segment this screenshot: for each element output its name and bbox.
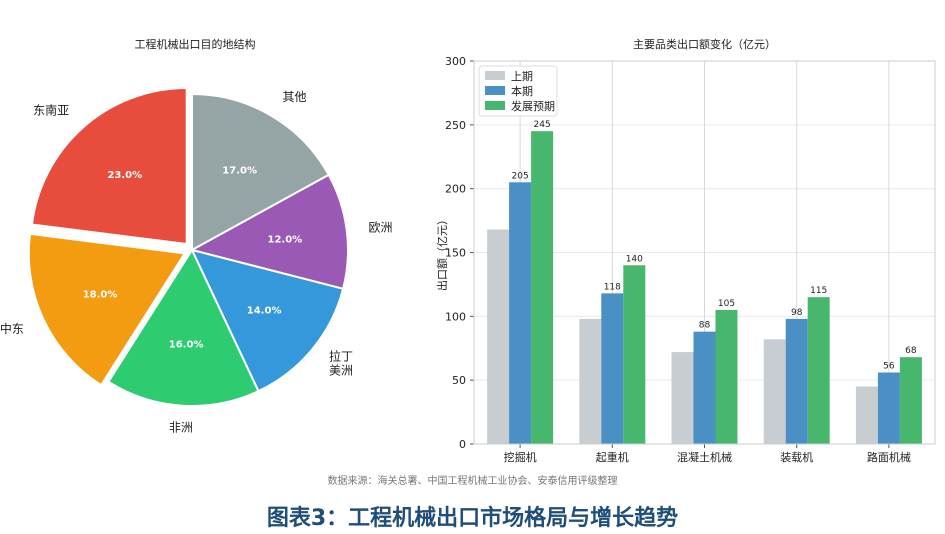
- figure-caption: 图表3：工程机械出口市场格局与增长趋势: [266, 506, 679, 531]
- bar-value-label: 245: [534, 120, 551, 130]
- pie-slice: [107, 247, 260, 407]
- legend-entry: 本期: [511, 84, 533, 98]
- bar-value-label: 56: [883, 362, 895, 372]
- pie-category-label: 东南亚: [33, 103, 69, 118]
- pie-chart: 工程机械出口目的地结构 17.0% 其他 12.0% 欧洲 14.0% 拉丁美洲 16.0% 非…: [0, 37, 392, 434]
- bar-value-label: 115: [810, 286, 827, 296]
- plot-frame: [473, 60, 936, 445]
- pie-slice: [191, 92, 331, 252]
- pie-category-label-line: 拉丁: [329, 348, 353, 363]
- y-tick-label: 100: [445, 310, 466, 323]
- y-tick-label: 300: [445, 55, 466, 68]
- bar: [531, 131, 554, 444]
- y-tick-label: 50: [452, 374, 466, 387]
- pie-category-label: 拉丁美洲: [329, 348, 353, 377]
- pie-category-label-line: 欧洲: [368, 221, 392, 235]
- y-axis-label: 出口额（亿元）: [435, 214, 449, 291]
- bar-title: 主要品类出口额变化（亿元）: [633, 37, 776, 51]
- legend-swatch: [485, 86, 505, 95]
- bar: [899, 357, 922, 444]
- bar: [807, 297, 830, 444]
- bar: [785, 318, 808, 444]
- bar-chart: 主要品类出口额变化（亿元） 0 50 100 150 200 250 300 205 245 挖掘机…: [435, 37, 936, 464]
- bar: [579, 318, 602, 444]
- bar: [487, 229, 510, 444]
- y-tick-label: 250: [445, 119, 466, 132]
- pie-category-label-line: 中东: [0, 321, 24, 336]
- x-tick-label: 混凝土机械: [677, 450, 732, 464]
- legend-swatch: [485, 71, 505, 80]
- bar: [601, 293, 624, 444]
- bar-value-label: 68: [905, 346, 917, 356]
- bar: [693, 331, 716, 444]
- pie-title: 工程机械出口目的地结构: [135, 37, 256, 51]
- pie-category-label: 非洲: [169, 420, 193, 434]
- pie-category-label: 其他: [283, 90, 307, 104]
- y-tick-label: 200: [445, 183, 466, 196]
- pie-category-label-line: 美洲: [329, 363, 353, 377]
- pie-percent-label: 18.0%: [83, 289, 118, 300]
- y-tick-label: 150: [445, 247, 466, 260]
- x-tick-label: 路面机械: [867, 450, 911, 464]
- bar: [877, 372, 900, 444]
- bar: [763, 339, 786, 444]
- pie-slice: [189, 173, 349, 291]
- bar: [715, 309, 738, 444]
- data-source-note: 数据来源：海关总署、中国工程机械工业协会、安泰信用评级整理: [327, 476, 618, 487]
- bar-value-label: 140: [626, 254, 643, 264]
- bar-value-label: 105: [718, 299, 735, 309]
- pie-category-label: 欧洲: [368, 221, 392, 235]
- pie-slice: [27, 232, 187, 387]
- legend-entry: 发展预期: [511, 99, 555, 113]
- legend-entry: 上期: [511, 70, 533, 83]
- bar: [509, 182, 532, 445]
- pie-category-label-line: 其他: [283, 90, 307, 104]
- x-tick-label: 起重机: [596, 450, 629, 464]
- pie-percent-label: 17.0%: [222, 165, 257, 176]
- bar-value-label: 205: [512, 171, 529, 181]
- pie-category-label-line: 东南亚: [33, 103, 69, 118]
- x-tick-label: 装载机: [780, 450, 813, 464]
- y-tick-label: 0: [459, 438, 466, 451]
- bar-value-label: 118: [604, 282, 621, 292]
- x-tick-label: 挖掘机: [504, 450, 537, 464]
- pie-percent-label: 16.0%: [169, 339, 204, 350]
- pie-category-label-line: 非洲: [169, 420, 193, 434]
- bar: [855, 386, 878, 444]
- pie-slice: [30, 86, 188, 246]
- pie-percent-label: 12.0%: [268, 234, 303, 245]
- bar-value-label: 98: [791, 308, 803, 318]
- pie-category-label: 中东: [0, 321, 24, 336]
- legend-swatch: [485, 101, 505, 110]
- pie-percent-label: 23.0%: [107, 170, 142, 181]
- bar: [623, 265, 646, 444]
- bar: [671, 352, 694, 444]
- pie-slice: [190, 248, 345, 393]
- pie-percent-label: 14.0%: [247, 306, 282, 317]
- bar-value-label: 88: [699, 321, 711, 331]
